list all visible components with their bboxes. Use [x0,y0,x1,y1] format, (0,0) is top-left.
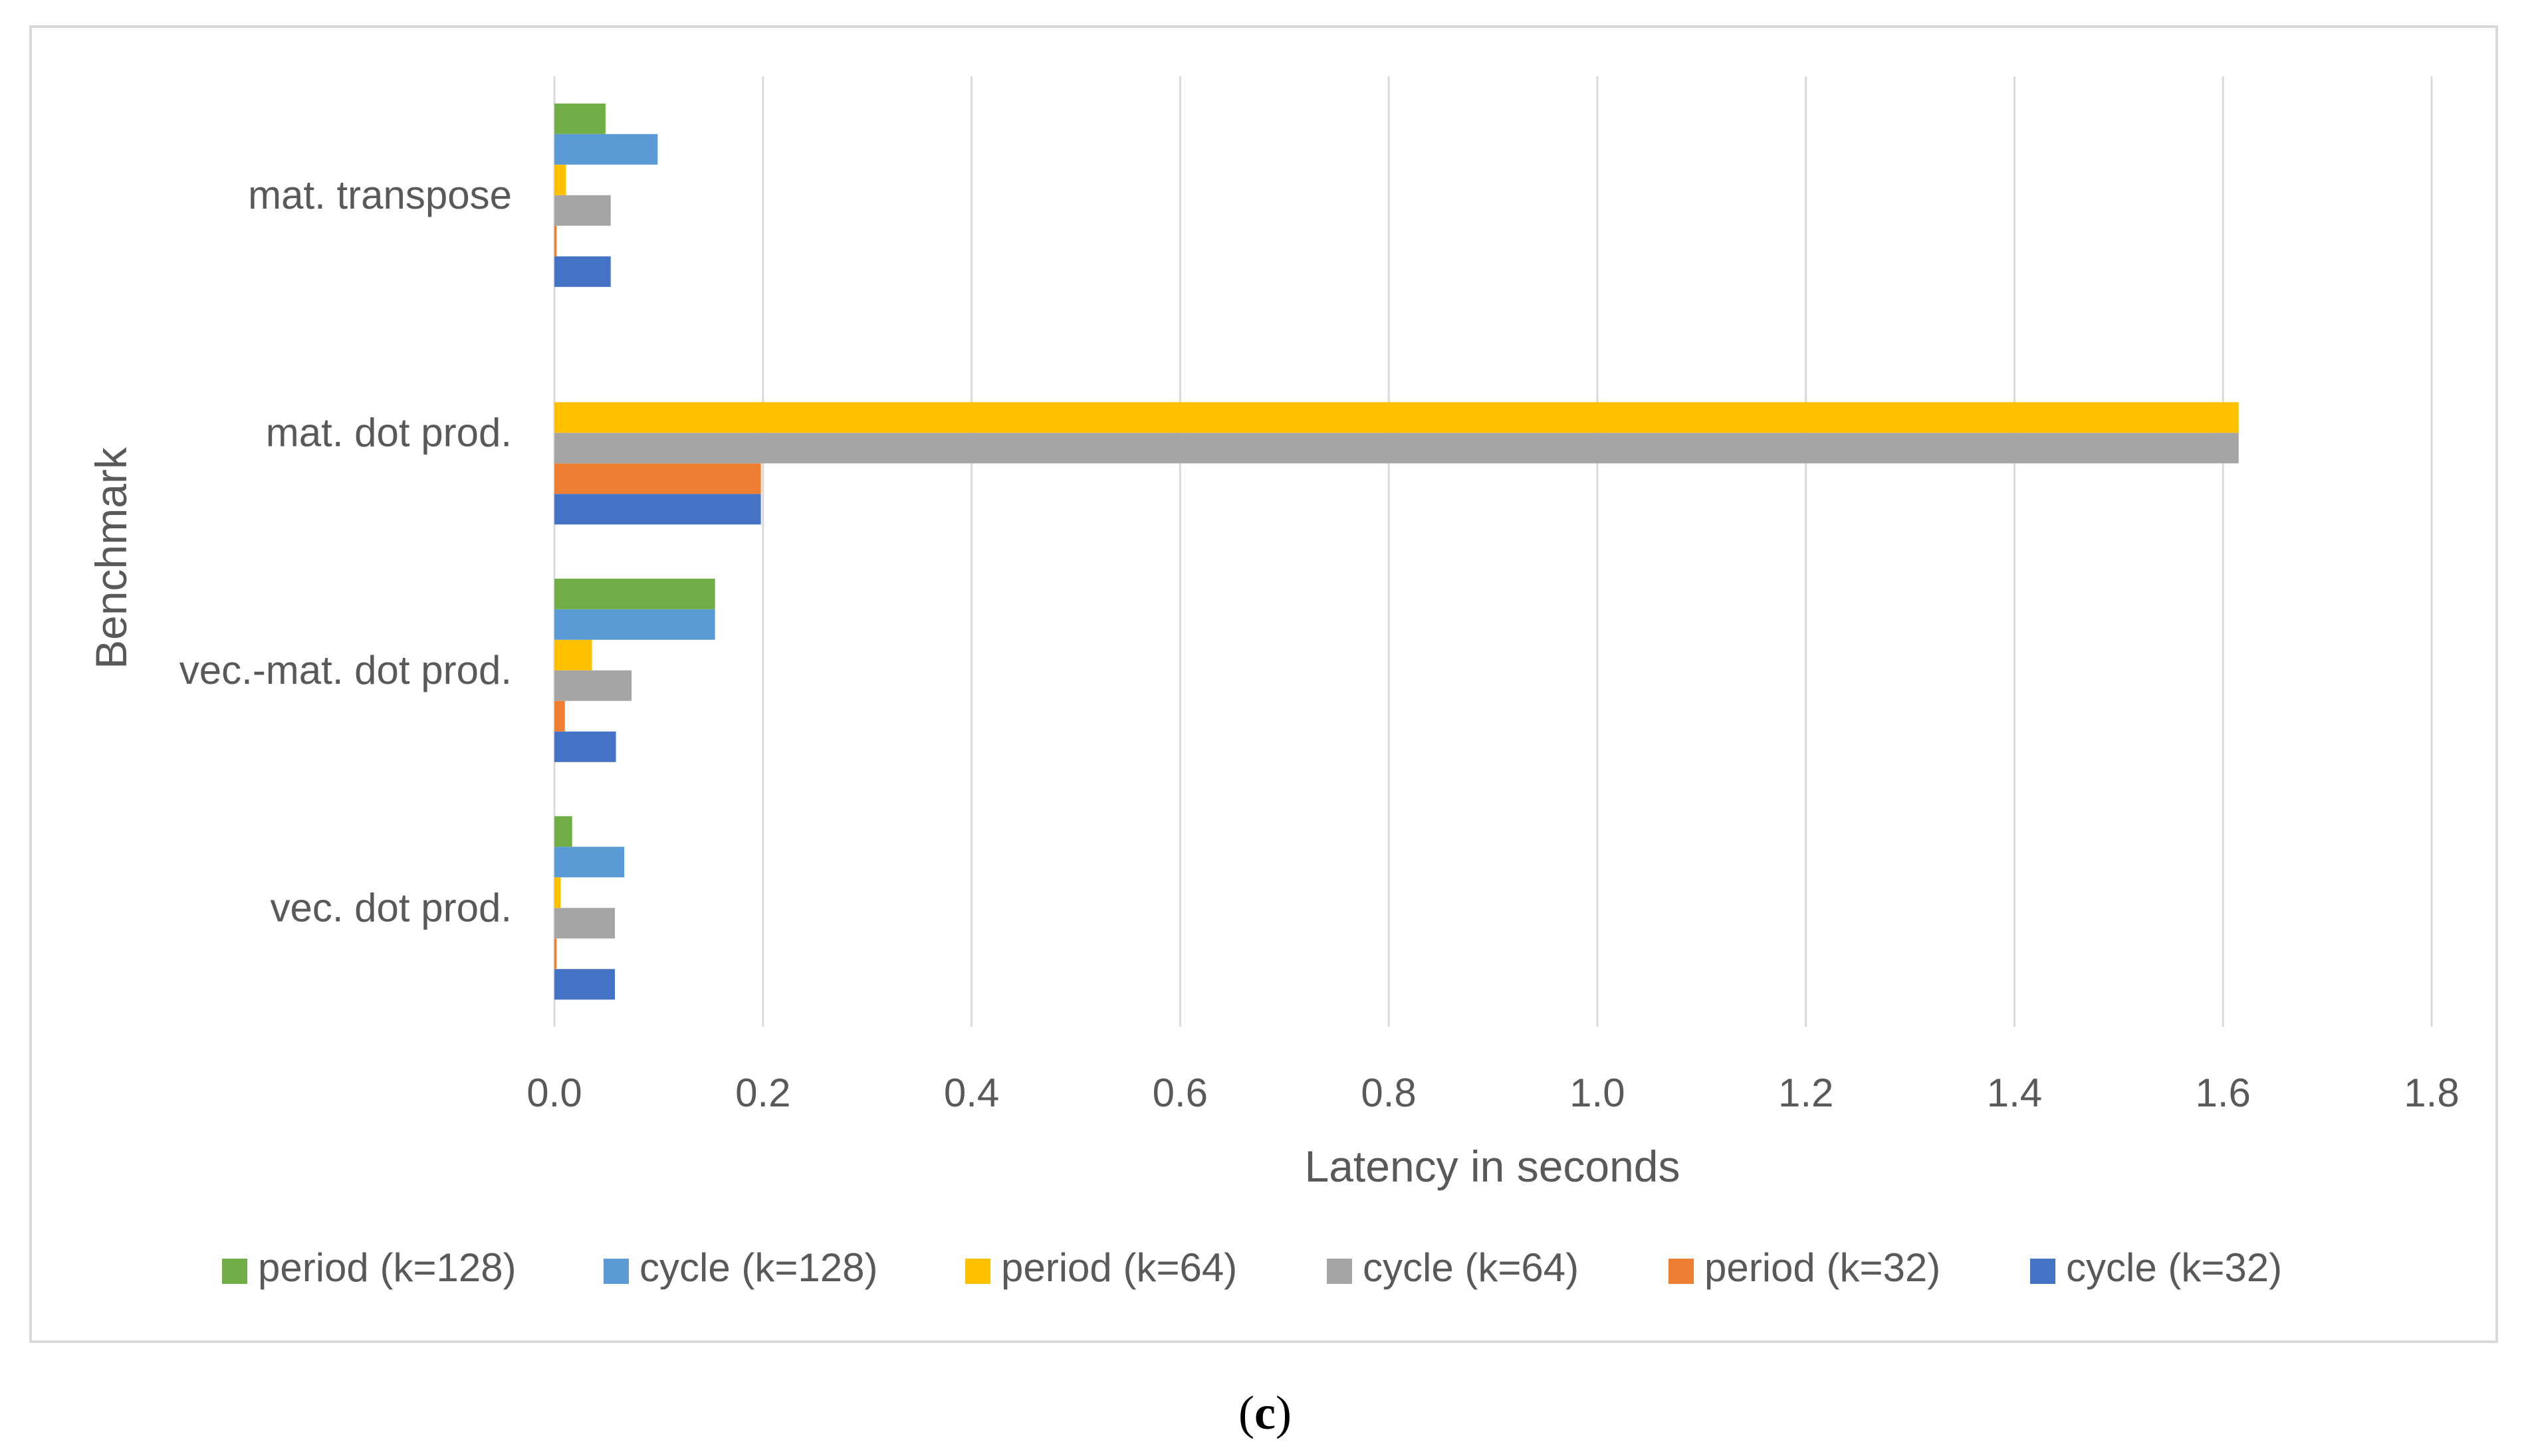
bar-vec-dot-prod-cycle-k-64 [554,908,615,939]
x-tick-label-0-8: 0.8 [1361,1071,1416,1115]
bar-mat-transpose-cycle-k-128 [554,134,658,165]
bar-mat-transpose-period-k-32 [554,225,557,257]
bar-vec-dot-prod-period-k-64 [554,877,561,908]
caption-close: ) [1275,1386,1292,1439]
legend-label-period-k-32: period (k=32) [1704,1245,1940,1290]
bar-vec-dot-prod-period-k-32 [554,938,557,970]
legend-item-cycle-k-32: cycle (k=32) [2030,1245,2282,1290]
bar-vec-mat-dot-prod-cycle-k-64 [554,670,632,701]
bar-vec-mat-dot-prod-period-k-64 [554,639,592,671]
legend-label-period-k-64: period (k=64) [1001,1245,1237,1290]
bar-mat-dot-prod-cycle-k-32 [554,494,761,525]
y-category-label-mat-transpose: mat. transpose [248,173,512,217]
caption-letter: c [1254,1386,1276,1439]
x-tick-label-0-6: 0.6 [1153,1071,1208,1115]
legend-swatch-cycle-k-32 [2030,1259,2055,1284]
bar-vec-dot-prod-cycle-k-128 [554,847,625,878]
x-tick-label-1-6: 1.6 [2196,1071,2251,1115]
legend-item-cycle-k-64: cycle (k=64) [1327,1245,1579,1290]
bar-vec-dot-prod-period-k-128 [554,816,572,847]
bar-mat-transpose-cycle-k-32 [554,256,611,287]
y-axis-categories: vec. dot prod. vec.-mat. dot prod. mat. do… [179,173,512,930]
legend-label-period-k-128: period (k=128) [258,1245,517,1290]
legend: period (k=128) cycle (k=128) period (k=64)… [222,1245,2282,1290]
bar-mat-dot-prod-period-k-64 [554,402,2239,433]
bar-vec-mat-dot-prod-period-k-128 [554,578,715,609]
chart-frame [29,25,2498,1343]
x-axis-ticks: 0.0 0.2 0.4 0.6 0.8 1.0 1.2 1.4 1.6 1.8 [526,1071,2459,1115]
legend-label-cycle-k-128: cycle (k=128) [639,1245,877,1290]
legend-swatch-cycle-k-64 [1327,1259,1352,1284]
bar-vec-mat-dot-prod-cycle-k-128 [554,609,715,640]
bars [554,103,2239,1000]
figure-caption: (c) [0,1386,2530,1441]
legend-label-cycle-k-32: cycle (k=32) [2066,1245,2282,1290]
bar-vec-mat-dot-prod-cycle-k-32 [554,731,616,762]
bar-mat-dot-prod-cycle-k-64 [554,433,2239,464]
y-axis-title: Benchmark [86,447,136,669]
y-category-label-vec-dot-prod: vec. dot prod. [270,885,512,930]
legend-swatch-period-k-64 [965,1259,990,1284]
bar-vec-mat-dot-prod-period-k-32 [554,700,565,732]
legend-swatch-period-k-32 [1668,1259,1694,1284]
y-category-label-vec-mat-dot-prod: vec.-mat. dot prod. [179,648,512,692]
legend-item-cycle-k-128: cycle (k=128) [604,1245,877,1290]
legend-item-period-k-64: period (k=64) [965,1245,1237,1290]
x-tick-label-1-2: 1.2 [1778,1071,1833,1115]
legend-swatch-cycle-k-128 [604,1259,629,1284]
bar-mat-transpose-period-k-128 [554,103,606,134]
bar-vec-dot-prod-cycle-k-32 [554,969,615,1000]
bar-mat-dot-prod-period-k-32 [554,463,761,494]
y-category-label-mat-dot-prod: mat. dot prod. [266,410,512,455]
gridlines [553,76,2433,1027]
x-tick-label-0-0: 0.0 [526,1071,582,1115]
legend-item-period-k-32: period (k=32) [1668,1245,1940,1290]
legend-item-period-k-128: period (k=128) [222,1245,517,1290]
bar-mat-transpose-cycle-k-64 [554,195,611,226]
caption-open: ( [1238,1386,1255,1439]
x-axis-title: Latency in seconds [1304,1142,1680,1191]
x-tick-label-1-8: 1.8 [2404,1071,2459,1115]
x-tick-label-1-0: 1.0 [1569,1071,1625,1115]
x-tick-label-0-2: 0.2 [735,1071,790,1115]
legend-swatch-period-k-128 [222,1259,247,1284]
x-tick-label-1-4: 1.4 [1987,1071,2042,1115]
bar-mat-transpose-period-k-64 [554,164,566,195]
x-tick-label-0-4: 0.4 [944,1071,999,1115]
legend-label-cycle-k-64: cycle (k=64) [1363,1245,1579,1290]
